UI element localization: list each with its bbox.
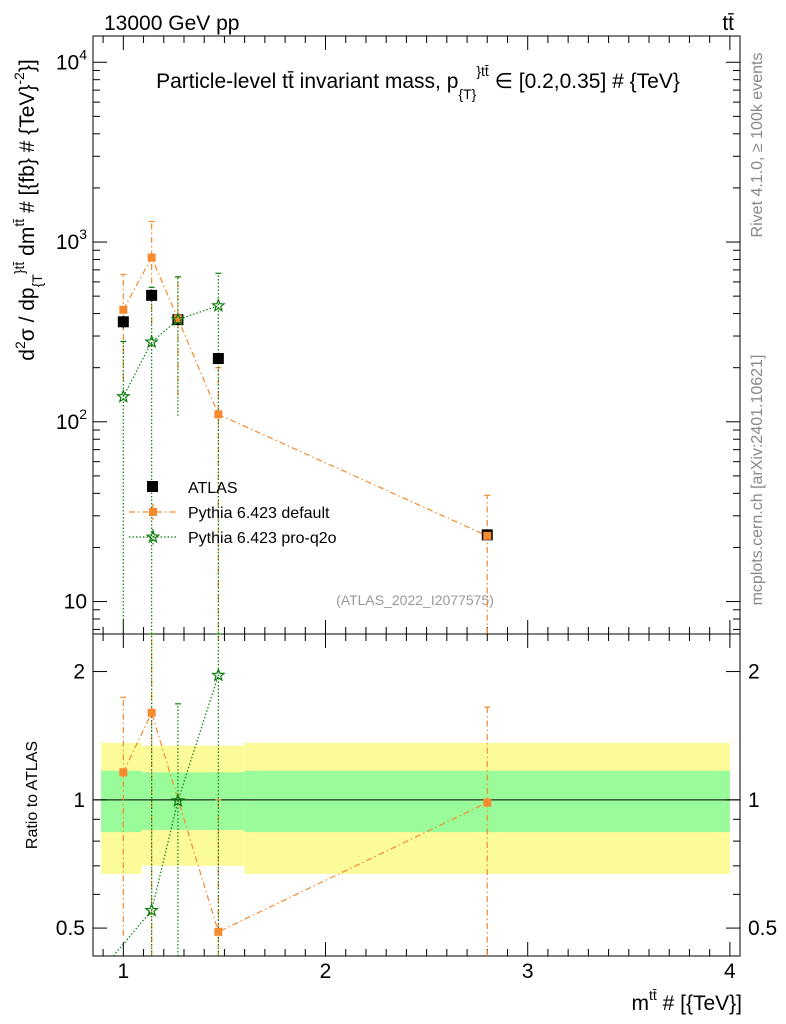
ratio-pythia-proq2o-point xyxy=(144,902,159,917)
pythia-default-point xyxy=(483,531,492,540)
main-ytick-label-base: 10 xyxy=(56,231,79,254)
main-ytick-label-exp: 4 xyxy=(79,46,87,62)
pythia-default-point xyxy=(173,314,182,323)
ratio-panel: 0.5 0.5 1 1 2 2 1 2 3 4 Ratio to ATLAS mtt̄ # [{… xyxy=(24,633,777,1015)
ratio-pythia-default-point xyxy=(119,768,128,777)
ratio-y-tick-labels: 0.5 0.5 1 1 2 2 xyxy=(56,661,777,941)
pythia-proq2o-line xyxy=(122,305,219,397)
ratio-pythia-default-point xyxy=(483,798,492,807)
main-ytick-label: 104 xyxy=(56,46,87,74)
ratio-pythia-proq2o-line xyxy=(112,675,219,957)
pythia-default-point xyxy=(214,410,223,419)
main-ytick-label-base: 10 xyxy=(64,591,87,614)
pythia-default-point xyxy=(147,253,156,262)
main-title: Particle-level tt̄ invariant mass, p{T}}… xyxy=(156,63,680,102)
ratio-marks xyxy=(112,633,492,957)
main-ytick-label-exp: 2 xyxy=(79,406,87,422)
pythia-default-point xyxy=(119,305,128,314)
ratio-pythia-default-point xyxy=(147,708,156,717)
legend-entry-atlas: ATLAS xyxy=(147,480,238,497)
legend-marker-pythia-proq2o xyxy=(145,529,161,544)
pythia-proq2o-point xyxy=(211,298,226,313)
main-ylabel: d2σ / dp{T}tt̄ dmtt̄ # [{fb} # {TeV}-2}] xyxy=(11,59,45,360)
legend-marker-pythia-default xyxy=(149,508,157,516)
ratio-ylabel: Ratio to ATLAS xyxy=(24,741,41,849)
ratio-xtick-label: 3 xyxy=(522,960,534,983)
ratio-xtick-label: 2 xyxy=(320,960,332,983)
ratio-ytick-label-left: 1 xyxy=(73,789,85,812)
atlas-point xyxy=(212,352,224,364)
mcplots-label: mcplots.cern.ch [arXiv:2401.10621] xyxy=(749,355,766,606)
ratio-ytick-label-right: 0.5 xyxy=(748,917,777,940)
ratio-xtick-label: 4 xyxy=(724,960,736,983)
ratio-ytick-label-left: 2 xyxy=(73,661,85,684)
header-right: tt̄ xyxy=(722,12,734,35)
pythia-proq2o-point xyxy=(115,388,131,403)
ratio-band-inner xyxy=(141,772,245,830)
ratio-pythia-proq2o-point xyxy=(211,667,226,682)
pythia-proq2o-point xyxy=(170,311,186,326)
ratio-pythia-default-line xyxy=(122,711,488,933)
legend: ATLAS Pythia 6.423 default Pythia 6.423 … xyxy=(129,480,337,547)
ratio-ticks xyxy=(93,634,740,956)
main-ytick-label: 10 xyxy=(64,591,87,614)
legend-label-atlas: ATLAS xyxy=(188,480,238,497)
main-ytick-label: 102 xyxy=(56,406,87,434)
ratio-x-tick-labels: 1 2 3 4 xyxy=(117,960,736,983)
ratio-band-inner xyxy=(101,770,142,833)
main-ytick-label-base: 10 xyxy=(56,411,79,434)
ratio-ytick-label-right: 2 xyxy=(748,661,760,684)
ratio-ytick-label-right: 1 xyxy=(748,789,760,812)
atlas-point xyxy=(146,289,158,301)
ratio-frame xyxy=(92,633,741,957)
main-ticks xyxy=(93,36,740,634)
ratio-xlabel: mtt̄ # [{TeV}] xyxy=(631,987,742,1015)
pythia-proq2o-point xyxy=(144,334,159,349)
ratio-xtick-label: 1 xyxy=(117,960,129,983)
main-watermark: (ATLAS_2022_I2077575) xyxy=(336,592,494,608)
legend-marker-atlas xyxy=(147,481,158,492)
ratio-pythia-proq2o-point xyxy=(170,793,186,807)
main-ytick-label-base: 10 xyxy=(56,51,79,74)
atlas-point xyxy=(117,316,129,328)
legend-entry-pythia-proq2o: Pythia 6.423 pro-q2o xyxy=(129,529,337,547)
main-marks xyxy=(115,220,493,642)
ratio-ytick-label-left: 0.5 xyxy=(56,917,85,940)
main-ytick-label-exp: 3 xyxy=(79,226,87,242)
rivet-version-label: Rivet 4.1.0, ≥ 100k events xyxy=(749,53,766,238)
legend-entry-pythia-default: Pythia 6.423 default xyxy=(129,504,330,522)
legend-label-pythia-proq2o: Pythia 6.423 pro-q2o xyxy=(188,530,337,547)
ratio-pythia-default-point xyxy=(214,927,223,936)
main-ytick-label: 103 xyxy=(56,226,87,254)
legend-label-pythia-default: Pythia 6.423 default xyxy=(188,505,330,522)
ratio-bands xyxy=(101,742,730,874)
header-left: 13000 GeV pp xyxy=(104,12,239,35)
